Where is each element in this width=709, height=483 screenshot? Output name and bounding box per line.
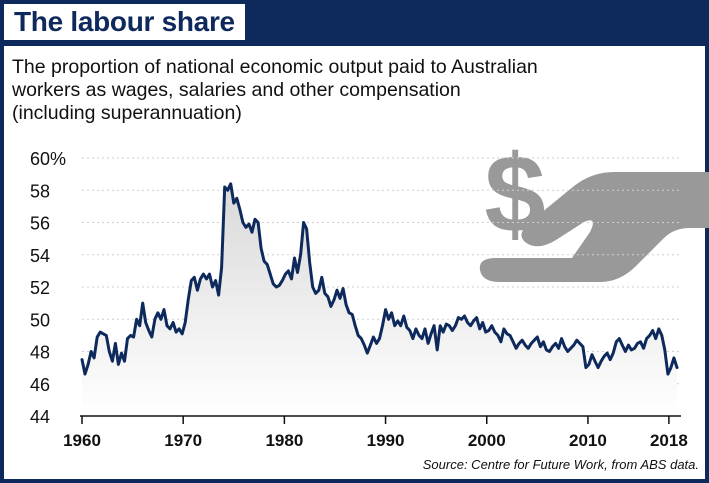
y-tick-label: 56 [30,214,50,234]
y-tick-label: 60% [30,149,66,169]
y-tick-label: 50 [30,310,50,330]
series-line [80,182,679,376]
y-tick-label: 48 [30,343,50,363]
x-tick-label: 1980 [265,431,303,450]
title-bar: The labour share [0,0,709,44]
y-tick-label: 44 [30,407,50,427]
subtitle-line-1: The proportion of national economic outp… [12,56,538,78]
x-tick-label: 1990 [367,431,405,450]
y-tick-label: 54 [30,246,50,266]
x-tick-label: 2000 [468,431,506,450]
title-box: The labour share [4,4,245,40]
y-tick-label: 52 [30,278,50,298]
hand-icon [479,172,709,282]
chart-title: The labour share [14,6,235,37]
x-tick-label: 1960 [63,431,101,450]
source-note: Source: Centre for Future Work, from ABS… [422,457,699,472]
y-tick-label: 58 [30,181,50,201]
chart-subtitle: The proportion of national economic outp… [12,56,702,125]
subtitle-line-2: workers as wages, salaries and other com… [12,79,461,101]
dollar-hand-icon: $ [479,133,709,282]
series-area [82,183,677,416]
subtitle-line-3: (including superannuation) [12,102,242,124]
y-tick-label: 46 [30,375,50,395]
x-tick-label: 2010 [569,431,607,450]
x-tick-label: 2018 [650,431,688,450]
x-tick-label: 1970 [164,431,202,450]
